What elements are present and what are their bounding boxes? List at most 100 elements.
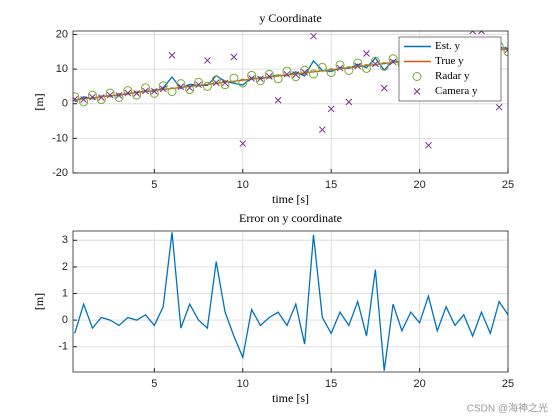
legend-swatch [413,88,421,95]
camera-marker [504,46,508,54]
camera-marker [389,58,397,66]
camera-marker [248,75,255,82]
camera-marker [425,141,432,149]
radar-marker [141,83,150,93]
radar-marker [326,68,336,78]
radar-marker [123,86,133,96]
camera-marker [195,81,202,89]
radar-marker [344,65,354,75]
camera-marker [150,87,158,95]
camera-marker [310,32,317,40]
radar-marker [176,79,186,89]
watermark: CSDN @海神之光 [467,402,548,415]
x-tick-label: 10 [237,179,249,191]
x-tick-label: 10 [237,378,249,390]
camera-marker [345,98,353,106]
y-tick-label: 10 [56,63,68,75]
legend-label: Camera y [435,85,478,97]
camera-marker [469,31,476,35]
camera-marker [318,126,326,134]
camera-marker [380,84,388,92]
camera-marker [186,84,194,92]
axes-background [73,231,508,372]
camera-marker [142,87,149,95]
camera-marker [301,68,308,76]
camera-marker [230,53,238,61]
radar-marker [220,80,230,90]
radar-marker [300,65,310,75]
axes-box [72,230,509,373]
camera-marker [274,96,282,104]
radar-marker [335,60,345,70]
x-tick-label: 25 [502,378,514,390]
x-tick-label: 5 [151,179,157,191]
camera-marker [168,51,176,59]
radar-marker [353,58,363,68]
radar-marker [105,88,115,98]
legend-label: Est. y [435,40,461,52]
radar-marker [185,85,195,95]
y-tick-label: 3 [62,234,68,246]
radar-marker [158,81,168,91]
camera-marker [212,79,220,86]
radar-marker [370,56,380,66]
radar-marker [264,69,274,79]
camera-marker [495,103,503,111]
legend-swatch [412,72,422,81]
radar-marker [317,62,327,72]
camera-marker [73,95,79,103]
radar-marker [247,70,257,80]
radar-marker [79,97,89,107]
y-tick-label: 2 [62,261,68,273]
x-tick-label: 20 [413,378,425,390]
camera-marker [159,85,167,93]
series-line [74,232,508,371]
radar-marker [379,61,389,71]
radar-marker [282,66,292,76]
chart-title: y Coordinate [259,11,321,25]
radar-marker [255,76,265,86]
y-tick-label: -1 [58,341,68,353]
axes-box [72,30,509,174]
camera-marker [336,64,344,72]
x-tick-label: 20 [413,179,425,191]
camera-marker [283,70,291,78]
chart-title: Error on y coordinate [239,211,342,225]
radar-marker [503,47,508,57]
camera-marker [363,50,370,57]
camera-marker [372,60,379,68]
radar-marker [167,87,177,97]
camera-marker [478,31,485,35]
radar-marker [388,54,398,64]
plot-area [74,232,508,371]
camera-marker [204,57,211,64]
camera-marker [239,140,247,147]
camera-marker [292,71,300,78]
legend-label: Radar y [435,70,470,82]
y-tick-label: 0 [62,314,68,326]
x-tick-label: 5 [151,378,157,390]
radar-marker [87,90,97,100]
radar-marker [132,90,142,100]
radar-marker [308,69,318,79]
x-axis-label: time [s] [272,391,309,405]
radar-marker [202,81,212,91]
camera-marker [354,62,362,70]
radar-marker [114,92,124,102]
radar-marker [291,72,301,82]
radar-marker [229,73,239,83]
camera-marker [97,94,105,101]
y-tick-label: 0 [62,98,68,110]
camera-marker [257,75,264,83]
radar-marker [211,75,221,85]
radar-marker [238,78,248,88]
radar-marker [362,63,372,73]
camera-marker [106,91,114,99]
camera-marker [115,92,123,99]
camera-marker [221,79,229,87]
x-tick-label: 15 [325,378,337,390]
radar-marker [273,74,283,84]
y-tick-label: 20 [56,28,68,40]
y-tick-label: 1 [62,287,68,299]
